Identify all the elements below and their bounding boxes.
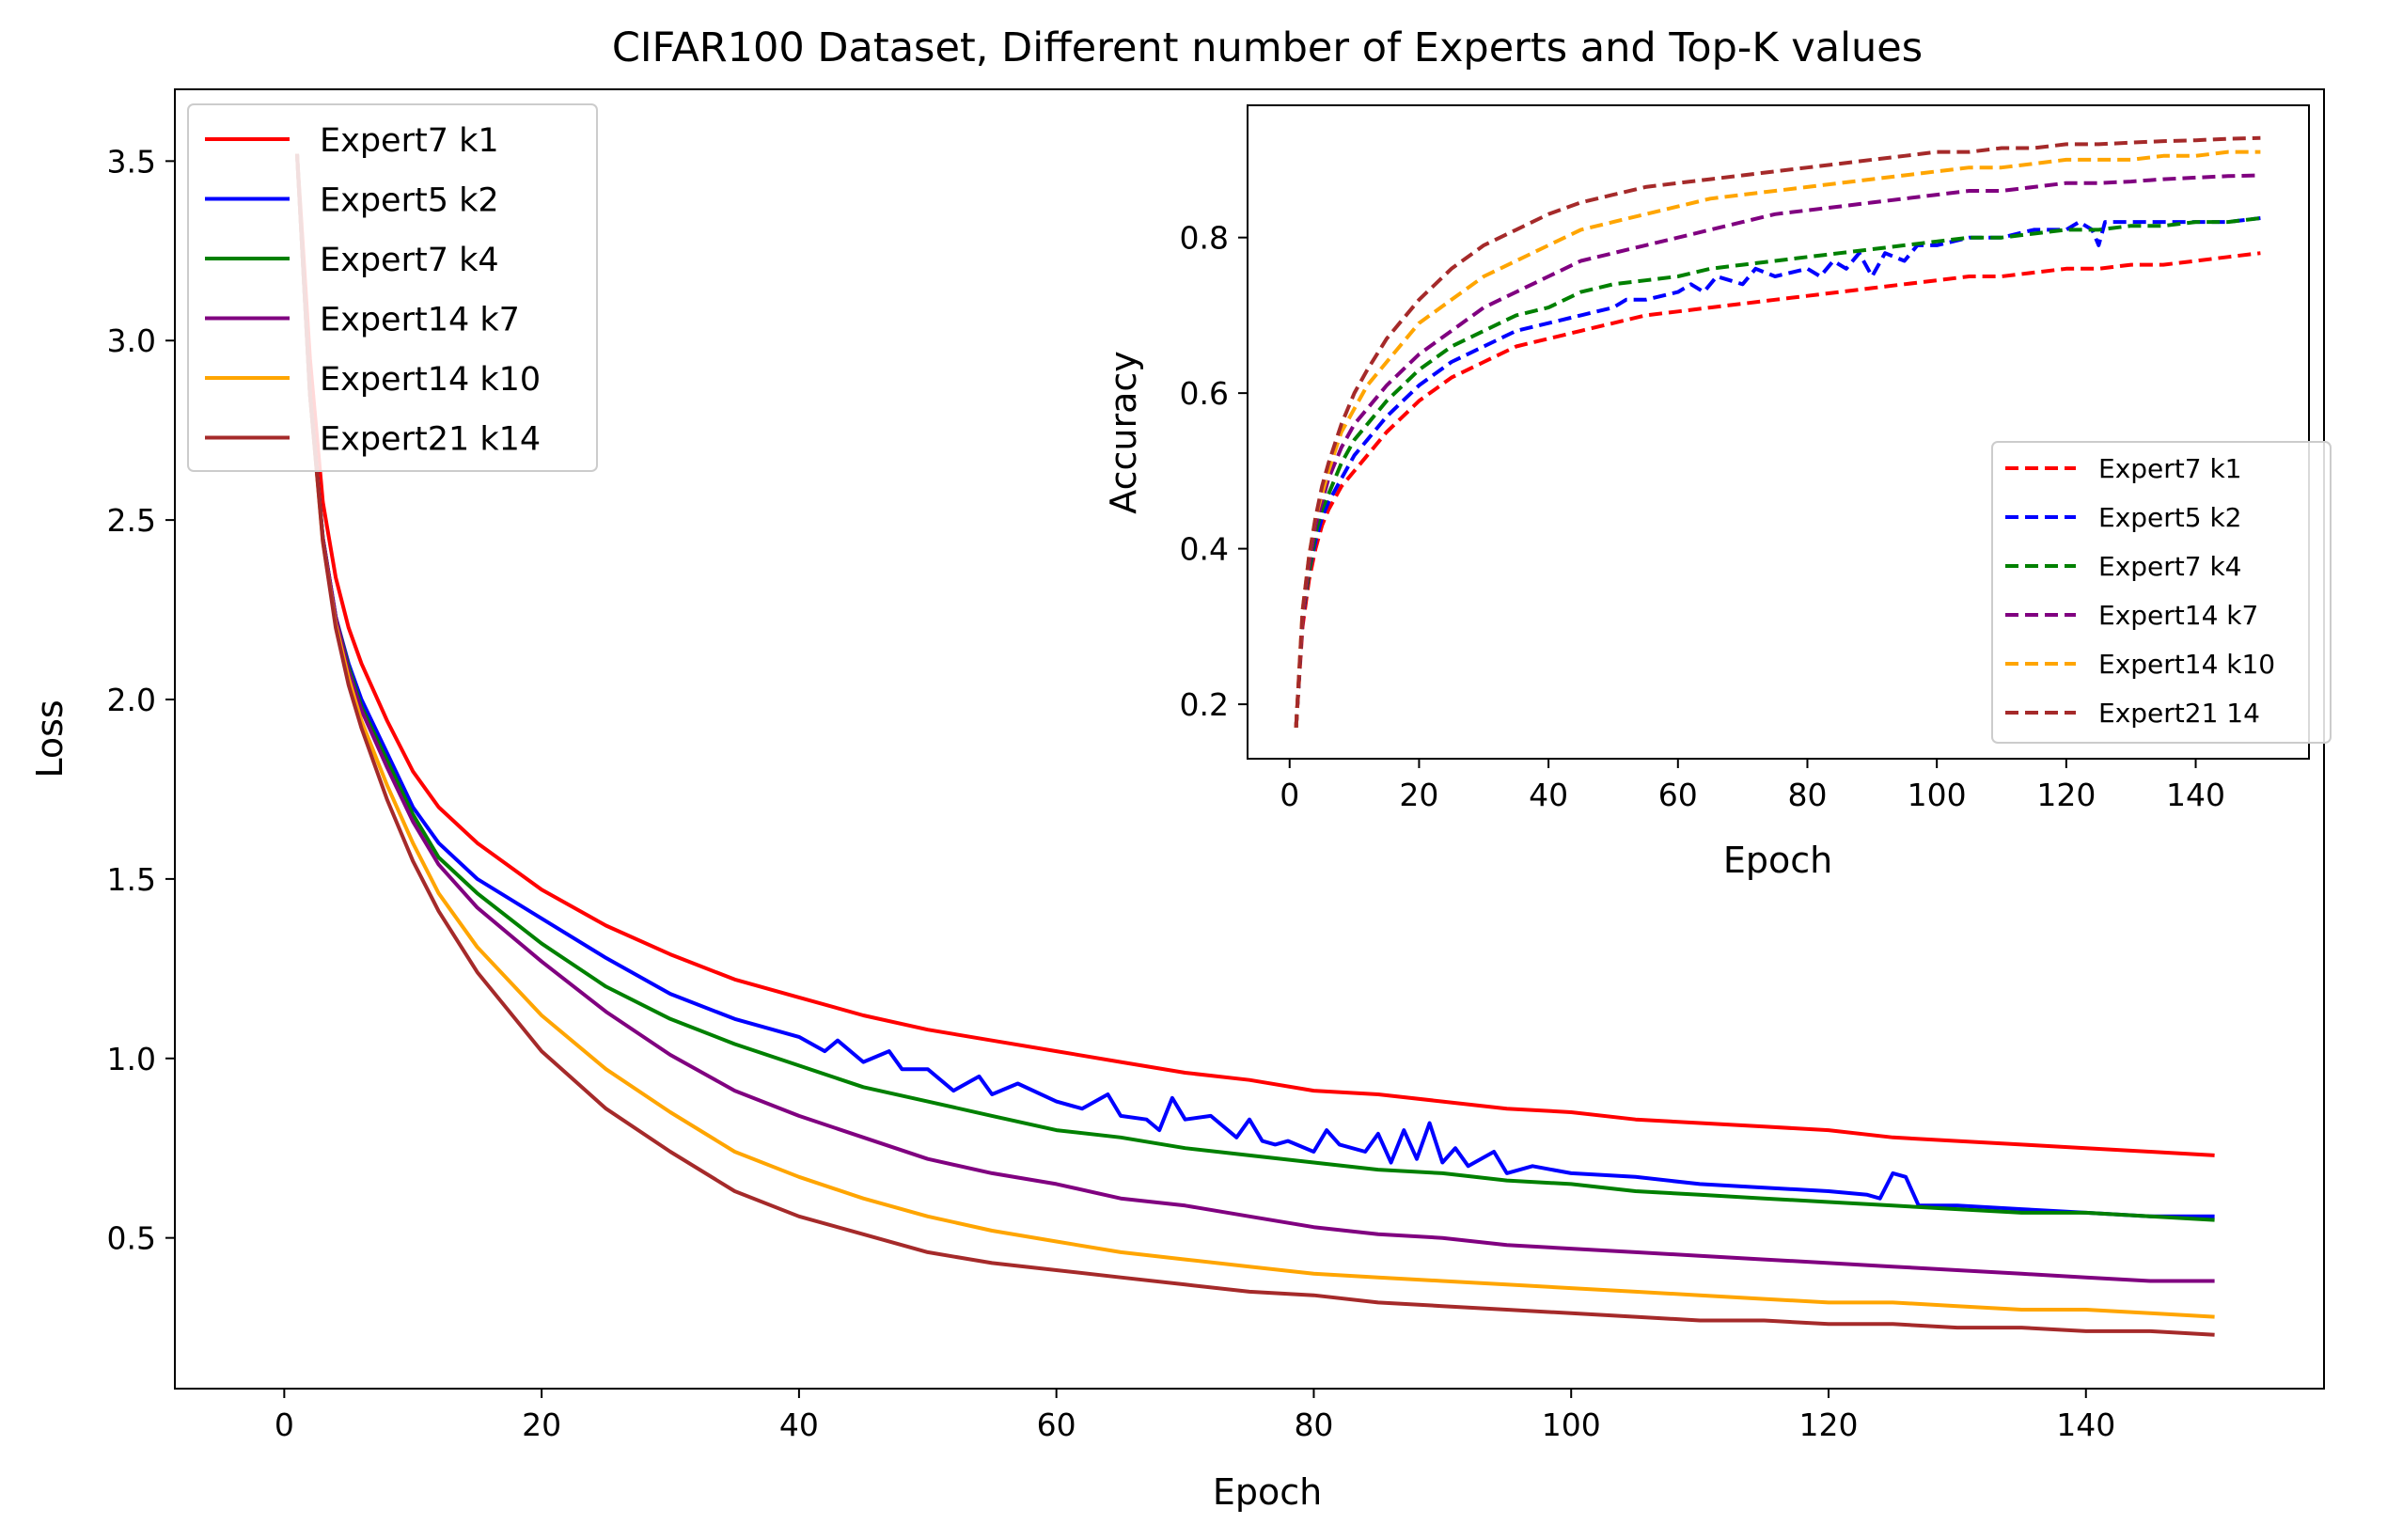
chart-title: CIFAR100 Dataset, Different number of Ex… [612,24,1923,71]
main-legend-label-3: Expert7 k4 [320,242,499,279]
inset-legend-label-3: Expert7 k4 [2098,551,2242,582]
main-x-tick-label: 100 [1542,1406,1601,1443]
inset-x-axis-label: Epoch [1723,840,1832,881]
main-y-tick-label: 2.5 [107,502,156,539]
main-x-tick-label: 140 [2056,1406,2115,1443]
inset-plot-frame [1247,104,2310,760]
inset-series-line-2 [1294,216,2261,729]
main-y-axis-label: Loss [29,699,71,778]
main-y-tick-label: 3.0 [107,322,156,359]
main-series-line-2 [295,153,2215,1218]
inset-legend: Expert7 k1 Expert5 k2 Expert7 k4 Expert14 k… [1991,441,2332,744]
main-legend-label-4: Expert14 k7 [320,302,520,339]
inset-series-line-5 [1294,149,2261,729]
main-y-tick-label: 2.0 [107,682,156,718]
inset-series-lines [1294,135,2261,729]
inset-x-tick-label: 0 [1280,777,1299,813]
inset-series-line-3 [1294,216,2261,729]
inset-x-tick-label: 80 [1787,777,1827,813]
main-legend: Expert7 k1 Expert5 k2 Expert7 k4 Expert14 k… [187,103,598,472]
inset-x-tick-label: 100 [1908,777,1967,813]
main-x-tick-label: 40 [779,1406,819,1443]
main-x-tick-label: 20 [522,1406,561,1443]
inset-series-line-4 [1294,173,2261,729]
inset-x-tick-label: 20 [1399,777,1438,813]
main-y-tick-label: 3.5 [107,143,156,180]
inset-x-tick-label: 120 [2036,777,2096,813]
inset-axis-ticks: 0 20 40 60 80 100 120 140 0.2 0.4 0.6 0.8 [1180,220,2226,813]
main-series-line-4 [295,153,2215,1283]
main-legend-label-2: Expert5 k2 [320,182,499,220]
main-y-tick-label: 0.5 [107,1220,156,1257]
inset-y-tick-label: 0.8 [1180,220,1229,257]
main-series-line-5 [295,153,2215,1319]
main-series-line-1 [295,153,2215,1157]
main-x-tick-label: 120 [1798,1406,1858,1443]
main-axis-ticks: 0 20 40 60 80 100 120 140 0.5 1.0 1.5 2.0 2.5 3.0 3.5 [107,143,2116,1443]
main-legend-label-6: Expert21 k14 [320,421,541,459]
inset-legend-frame [1991,441,2332,744]
main-legend-label-5: Expert14 k10 [320,361,541,399]
main-legend-label-1: Expert7 k1 [320,122,499,160]
main-series-lines [295,153,2215,1337]
main-y-tick-label: 1.0 [107,1041,156,1077]
inset-y-tick-label: 0.6 [1180,375,1229,412]
main-x-tick-label: 80 [1294,1406,1333,1443]
inset-y-tick-label: 0.2 [1180,686,1229,723]
inset-legend-label-4: Expert14 k7 [2098,600,2258,631]
inset-x-tick-label: 60 [1658,777,1698,813]
main-series-line-3 [295,153,2215,1222]
inset-legend-label-5: Expert14 k10 [2098,649,2275,680]
main-x-tick-label: 0 [275,1406,294,1443]
main-y-tick-label: 1.5 [107,861,156,898]
main-x-tick-label: 60 [1037,1406,1076,1443]
inset-series-line-6 [1294,135,2261,729]
main-legend-frame [187,103,598,472]
inset-legend-label-6: Expert21 14 [2098,698,2260,729]
inset-y-axis-label: Accuracy [1103,351,1144,514]
inset-x-tick-label: 140 [2166,777,2225,813]
inset-series-line-1 [1294,251,2261,729]
inset-y-tick-label: 0.4 [1180,531,1229,568]
inset-legend-label-2: Expert5 k2 [2098,502,2242,533]
inset-x-tick-label: 40 [1529,777,1568,813]
main-x-axis-label: Epoch [1213,1471,1322,1513]
main-series-line-6 [295,153,2215,1337]
inset-legend-label-1: Expert7 k1 [2098,453,2242,484]
